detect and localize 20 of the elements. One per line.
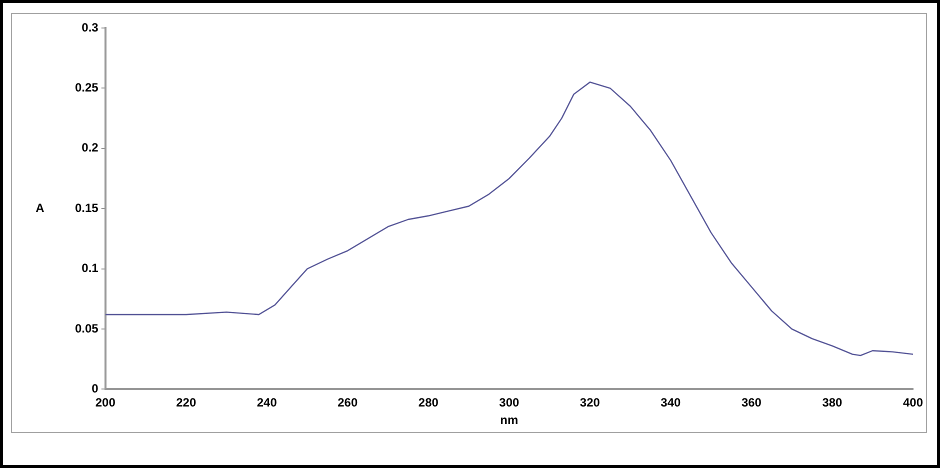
x-tick-label: 380 [822,396,843,410]
y-tick-label: 0.25 [74,80,99,95]
x-tick-label: 400 [902,396,924,410]
x-tick-label: 220 [176,396,196,410]
x-tick-label: 360 [741,396,762,410]
y-tick-label: 0.3 [82,20,99,34]
y-tick-label: 0 [92,382,99,396]
x-tick-label: 240 [256,396,278,410]
x-tick-label: 340 [660,396,682,410]
y-axis-title: A [36,200,45,215]
x-tick-label: 280 [418,396,439,410]
y-tick-label: 0.1 [82,261,99,276]
x-tick-label: 300 [499,396,520,410]
y-tick-label: 0.15 [74,200,99,215]
x-axis-title: nm [500,413,518,428]
y-tick-label: 0.2 [82,140,99,155]
x-tick-label: 200 [95,396,116,410]
x-tick-label: 260 [338,396,358,410]
x-tick-label: 320 [580,396,600,410]
y-tick-label: 0.05 [74,321,99,336]
